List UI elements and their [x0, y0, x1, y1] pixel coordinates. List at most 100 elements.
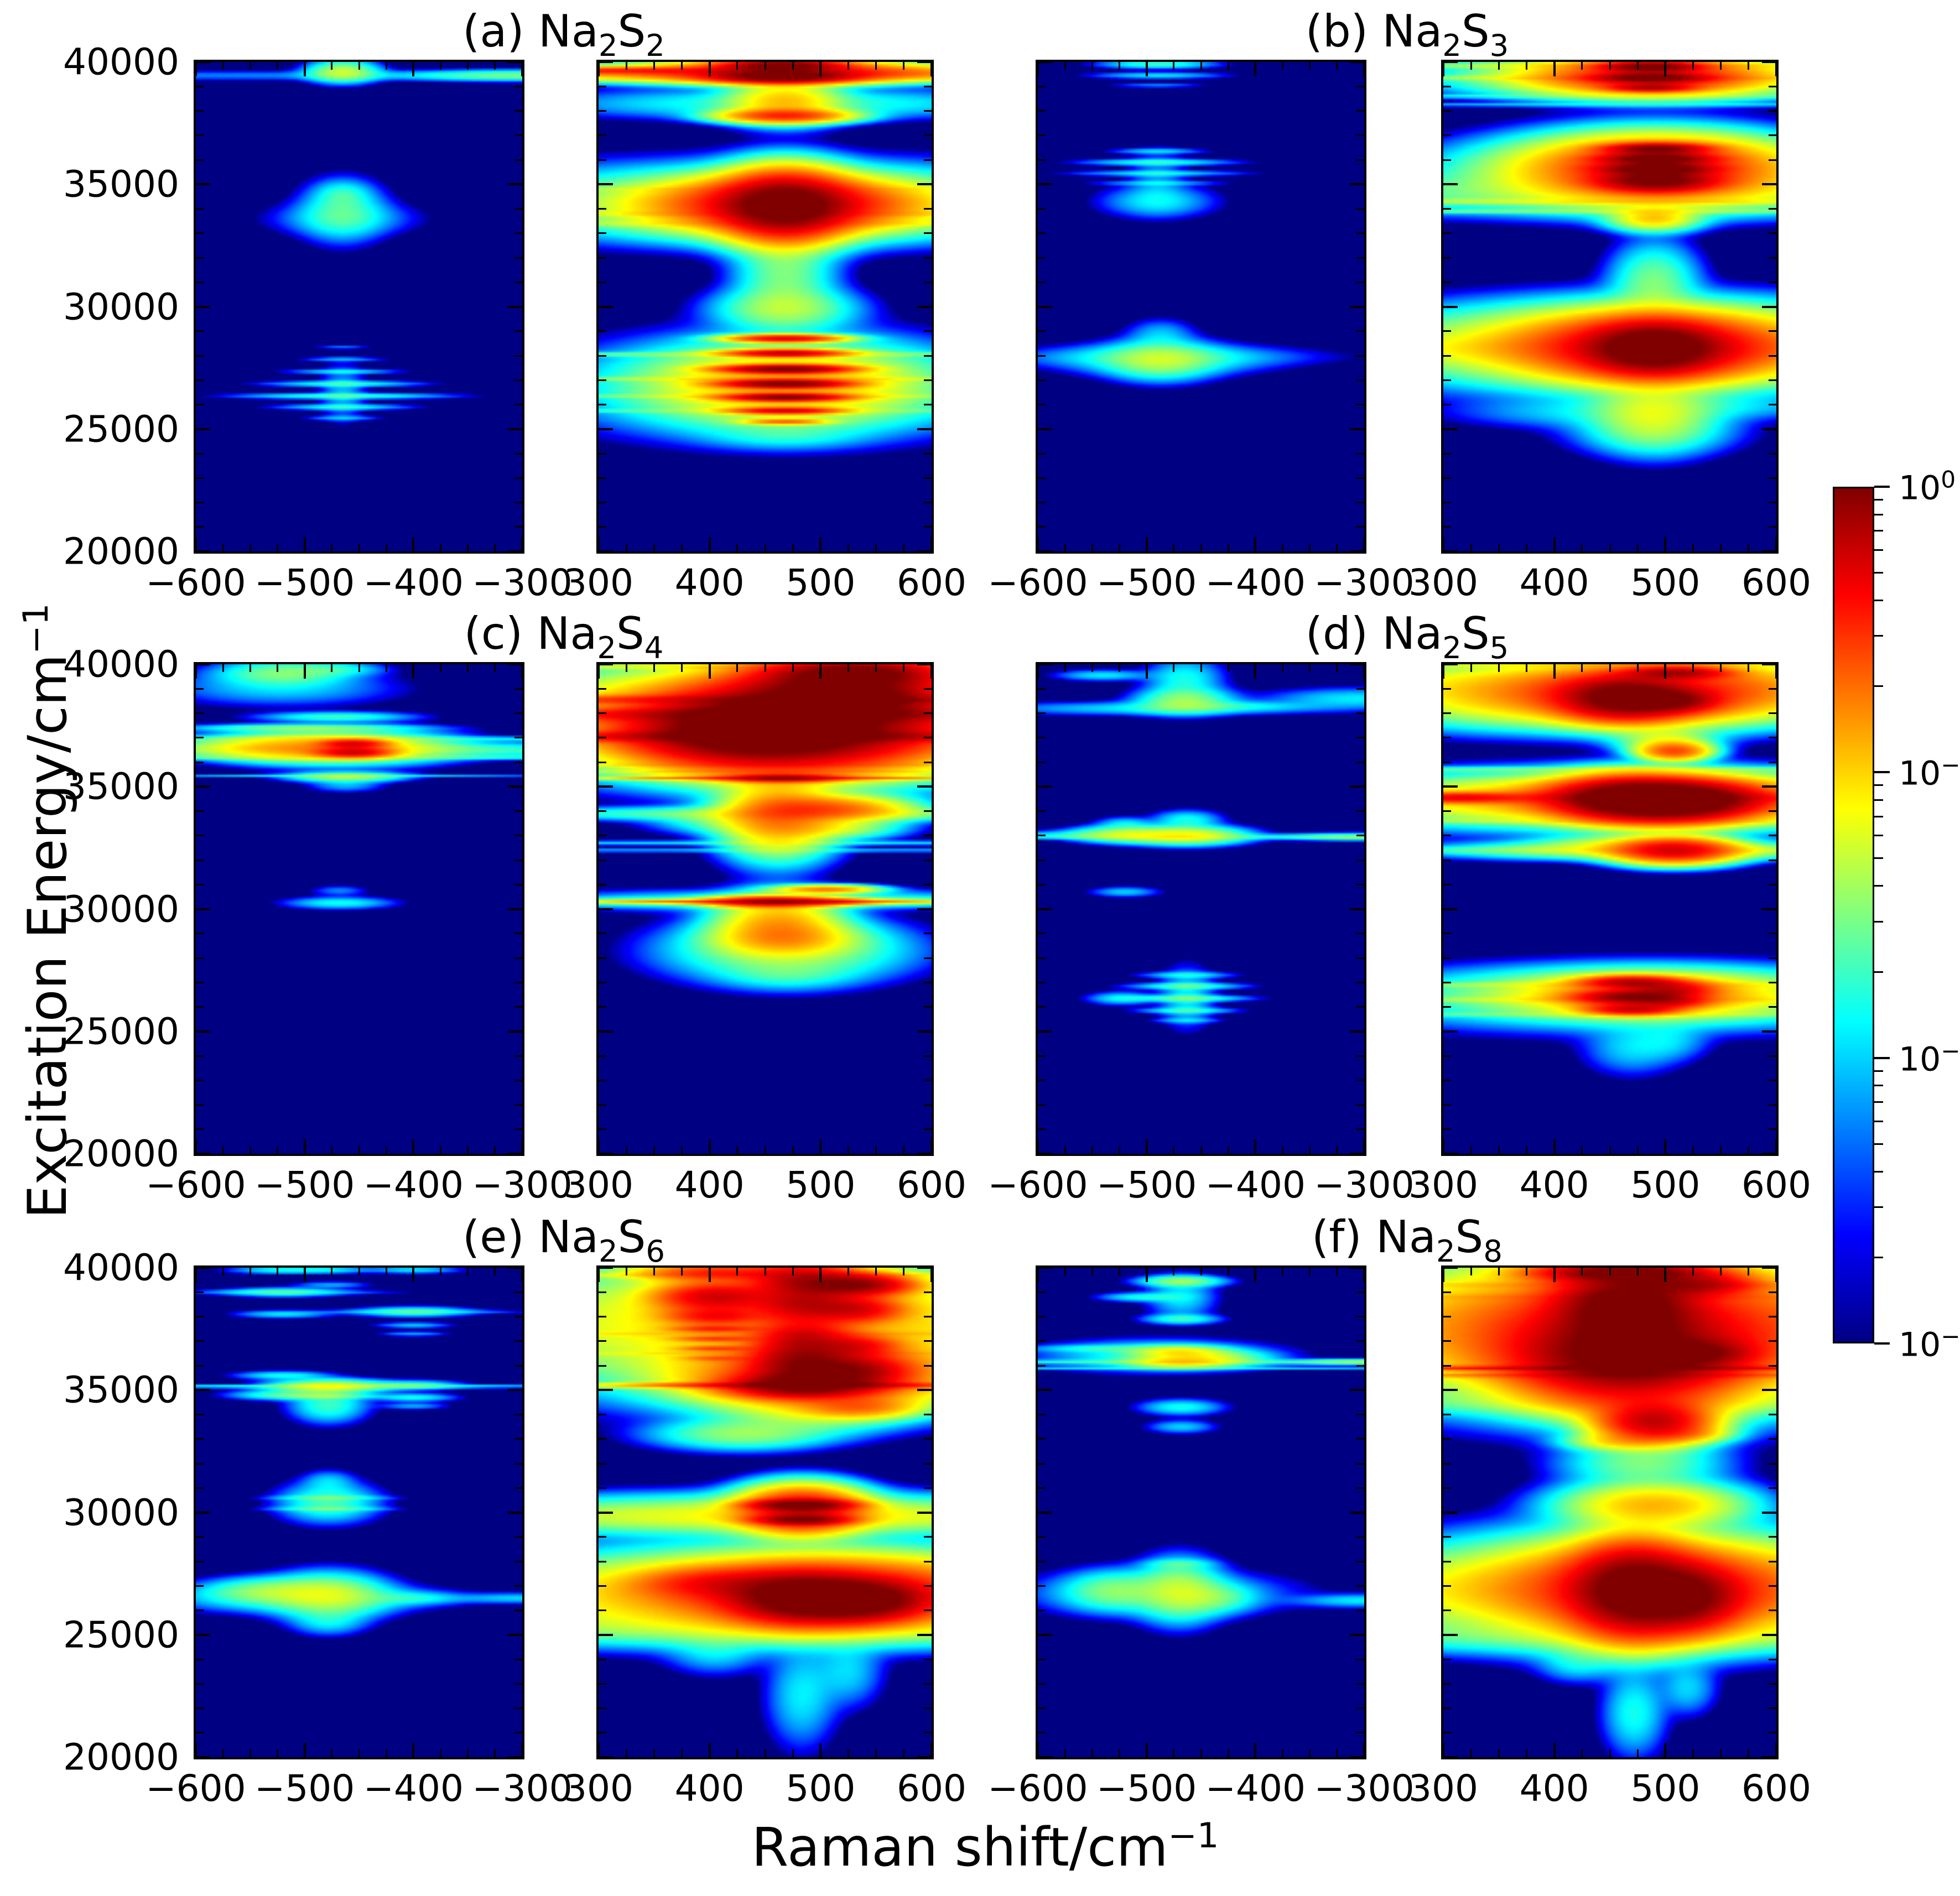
- y-tick: [924, 835, 932, 837]
- y-tick: [514, 379, 522, 381]
- y-tick: [599, 1364, 606, 1367]
- x-tick: [1581, 1268, 1583, 1275]
- x-tick: [1498, 664, 1500, 672]
- y-tick: [514, 883, 522, 886]
- y-tick: [514, 502, 522, 503]
- x-tick-label: −500: [254, 1767, 355, 1810]
- panel-d-negative-shift-axes: [1036, 662, 1366, 1156]
- y-tick: [514, 1707, 522, 1709]
- y-tick: [1443, 1536, 1451, 1538]
- y-tick: [924, 981, 932, 983]
- y-tick: [1443, 330, 1451, 332]
- y-tick: [1443, 737, 1451, 739]
- x-tick: [1200, 1146, 1202, 1154]
- formula-subscript: 3: [1489, 28, 1509, 63]
- y-tick: [917, 550, 932, 553]
- y-tick: [196, 281, 204, 283]
- formula-element: S: [1461, 6, 1490, 57]
- y-tick: [1038, 687, 1046, 690]
- x-tick: [1119, 544, 1120, 551]
- x-tick: [1091, 1749, 1093, 1757]
- x-tick: [708, 537, 711, 551]
- x-tick: [903, 1268, 905, 1275]
- colorbar-minor-tick: [1874, 971, 1883, 973]
- x-tick: [625, 1146, 627, 1154]
- y-tick: [196, 1732, 204, 1734]
- x-tick: [385, 664, 387, 672]
- x-tick: [358, 664, 360, 672]
- y-tick: [1356, 1585, 1364, 1587]
- x-tick: [358, 62, 360, 70]
- y-tick: [196, 835, 204, 837]
- x-tick-label: −500: [1096, 1767, 1197, 1810]
- y-tick: [1443, 257, 1451, 259]
- y-tick: [917, 1633, 932, 1636]
- colorbar-minor-tick: [1874, 530, 1883, 532]
- y-tick: [924, 859, 932, 861]
- y-tick-label: 40000: [63, 40, 179, 84]
- y-tick: [196, 330, 204, 332]
- y-tick: [1038, 810, 1046, 812]
- y-tick: [924, 1414, 932, 1415]
- y-tick: [924, 208, 932, 210]
- y-tick-label: 40000: [63, 643, 179, 686]
- y-tick: [1762, 1030, 1776, 1033]
- y-tick: [514, 810, 522, 812]
- y-tick: [924, 712, 932, 714]
- x-tick-label: −600: [145, 1164, 246, 1206]
- y-tick-label: 35000: [63, 1368, 179, 1411]
- y-tick: [599, 1462, 606, 1465]
- y-tick: [196, 908, 210, 910]
- x-tick: [681, 62, 683, 70]
- y-tick: [1769, 1683, 1776, 1685]
- x-tick: [1498, 1146, 1500, 1154]
- x-tick-label: 300: [1408, 1164, 1478, 1206]
- formula-subscript: 2: [646, 28, 665, 63]
- colorbar-minor-tick: [1874, 1170, 1883, 1173]
- y-tick: [1762, 183, 1776, 186]
- y-tick: [599, 1756, 613, 1758]
- y-tick: [1762, 1153, 1776, 1155]
- x-tick-label: 500: [786, 561, 856, 604]
- y-tick: [1443, 981, 1451, 983]
- heatmap-canvas: [1038, 62, 1364, 551]
- y-tick: [1350, 1511, 1364, 1514]
- y-tick: [514, 933, 522, 935]
- y-tick: [599, 1291, 606, 1293]
- y-tick: [196, 687, 204, 690]
- x-tick: [1091, 544, 1093, 551]
- y-tick: [1769, 1291, 1776, 1293]
- x-tick-label: −500: [1096, 1164, 1197, 1206]
- y-tick: [1769, 1438, 1776, 1440]
- y-tick: [1038, 1006, 1046, 1008]
- heatmap-canvas: [196, 1268, 522, 1757]
- x-tick: [1227, 62, 1229, 70]
- x-tick: [467, 1146, 469, 1154]
- y-tick: [1769, 1560, 1776, 1562]
- y-tick: [1443, 1462, 1451, 1465]
- y-tick: [924, 1462, 932, 1465]
- x-tick-label: 400: [674, 561, 745, 604]
- x-tick: [930, 1139, 933, 1154]
- y-tick: [508, 1267, 522, 1269]
- y-tick: [196, 502, 204, 503]
- formula-element: Na: [537, 608, 597, 659]
- y-tick: [514, 1658, 522, 1660]
- y-tick: [599, 1536, 606, 1538]
- x-tick: [708, 1743, 711, 1757]
- y-tick: [1356, 404, 1364, 405]
- y-tick: [1038, 859, 1046, 861]
- x-tick: [1526, 544, 1527, 551]
- x-tick: [440, 1146, 441, 1154]
- y-tick: [1443, 1128, 1451, 1131]
- y-tick: [1769, 1364, 1776, 1367]
- y-tick: [1356, 883, 1364, 886]
- x-tick: [195, 664, 197, 679]
- x-tick: [358, 544, 360, 551]
- y-tick-label: 20000: [63, 1736, 179, 1779]
- x-tick: [303, 1743, 306, 1757]
- y-tick: [599, 1267, 613, 1269]
- x-tick: [1091, 62, 1093, 70]
- x-tick: [1775, 664, 1777, 679]
